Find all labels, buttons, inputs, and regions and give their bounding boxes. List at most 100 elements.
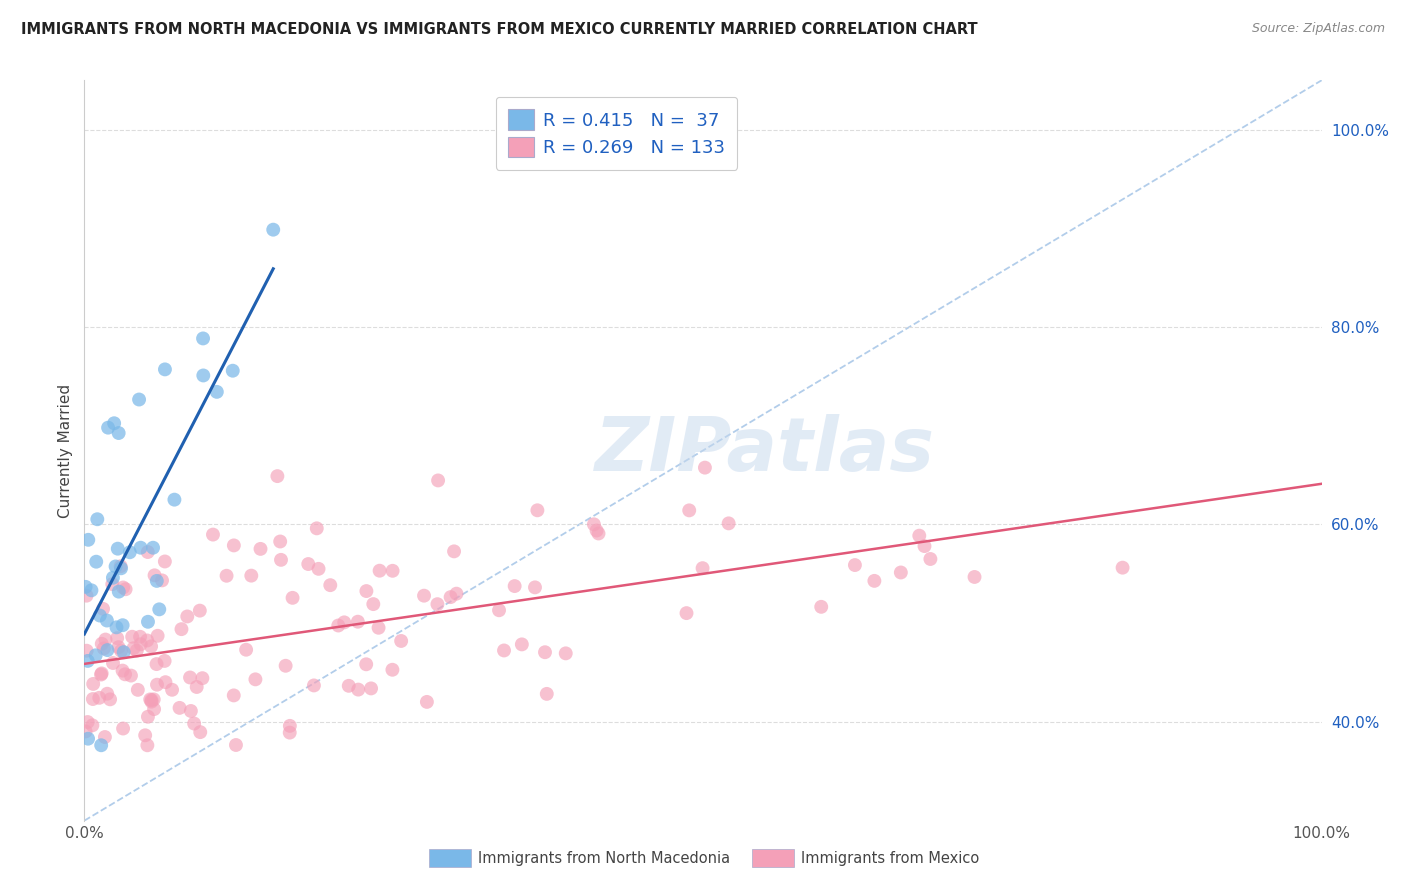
Point (121, 630, 143, 644)
Point (328, 618, 350, 632)
Point (76, 589, 98, 603)
Point (920, 552, 942, 566)
Point (141, 695, 163, 709)
Point (118, 545, 141, 559)
Point (534, 645, 557, 659)
Point (125, 643, 148, 657)
Point (97, 420, 120, 434)
Point (84, 648, 107, 663)
Point (302, 678, 325, 692)
Point (86, 512, 108, 526)
Text: Immigrants from North Macedonia: Immigrants from North Macedonia (478, 851, 730, 865)
Point (110, 559, 132, 574)
Point (101, 571, 124, 585)
Point (186, 680, 208, 694)
Point (693, 460, 716, 475)
Point (143, 568, 166, 582)
Point (111, 664, 134, 678)
Point (127, 682, 149, 697)
Point (148, 602, 170, 616)
Point (94, 730, 117, 744)
Point (367, 621, 389, 635)
Point (354, 657, 377, 672)
Y-axis label: Currently Married: Currently Married (58, 384, 73, 517)
Point (170, 622, 193, 636)
Point (112, 645, 135, 659)
Point (278, 719, 301, 733)
Point (93, 641, 115, 656)
Point (582, 517, 605, 532)
Point (193, 368, 215, 383)
Text: Immigrants from Mexico: Immigrants from Mexico (801, 851, 980, 865)
Point (136, 739, 159, 753)
Point (222, 364, 245, 378)
Point (389, 634, 412, 648)
Point (134, 728, 156, 742)
Point (810, 599, 832, 614)
Point (129, 637, 152, 651)
Point (145, 657, 167, 671)
Point (110, 561, 132, 575)
Point (308, 562, 330, 576)
Point (413, 589, 436, 603)
Point (112, 581, 135, 595)
Point (675, 606, 697, 620)
Point (416, 695, 439, 709)
Point (94, 632, 117, 647)
Point (112, 722, 135, 736)
Point (585, 524, 607, 538)
Point (222, 689, 245, 703)
Point (179, 671, 201, 685)
Point (136, 545, 159, 559)
Point (155, 675, 177, 690)
Point (114, 582, 136, 597)
Point (262, 222, 284, 236)
Point (82, 677, 104, 691)
Point (266, 469, 288, 483)
Point (426, 597, 449, 611)
Point (235, 642, 257, 657)
Point (333, 615, 356, 630)
Point (110, 644, 132, 658)
Point (114, 667, 136, 681)
Point (103, 417, 125, 431)
Point (150, 574, 173, 588)
Point (90, 637, 112, 651)
Point (139, 692, 162, 706)
Point (82, 692, 104, 706)
Point (111, 618, 134, 632)
Point (141, 693, 163, 707)
Point (678, 503, 700, 517)
Point (554, 646, 576, 660)
Point (77, 731, 100, 746)
Point (107, 584, 129, 599)
Point (146, 629, 169, 643)
Point (153, 554, 176, 568)
Point (122, 641, 145, 656)
Point (176, 609, 198, 624)
Point (96, 643, 118, 657)
Point (76, 654, 98, 668)
Point (153, 654, 176, 668)
Legend: R = 0.415   N =  37, R = 0.269   N = 133: R = 0.415 N = 37, R = 0.269 N = 133 (495, 96, 737, 170)
Point (107, 640, 129, 655)
Point (588, 526, 610, 541)
Point (510, 637, 533, 651)
Point (146, 574, 169, 588)
Point (963, 570, 986, 584)
Point (142, 692, 165, 706)
Point (188, 604, 211, 618)
Point (319, 578, 342, 592)
Point (347, 682, 370, 697)
Point (356, 584, 378, 599)
Text: IMMIGRANTS FROM NORTH MACEDONIA VS IMMIGRANTS FROM MEXICO CURRENTLY MARRIED CORR: IMMIGRANTS FROM NORTH MACEDONIA VS IMMIG… (21, 22, 977, 37)
Point (90, 666, 112, 681)
Point (139, 640, 162, 654)
Point (101, 577, 124, 591)
Text: ZIPatlas: ZIPatlas (595, 414, 935, 487)
Point (524, 580, 547, 594)
Point (337, 679, 360, 693)
Point (153, 362, 176, 376)
Point (363, 597, 385, 611)
Point (368, 564, 391, 578)
